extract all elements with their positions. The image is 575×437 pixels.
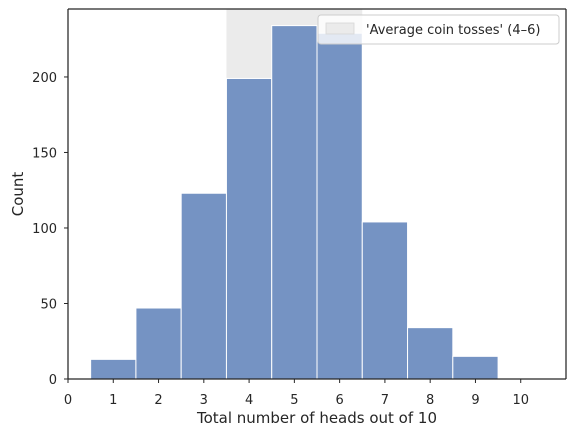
y-tick-labels: 0 50 100 150 200: [32, 71, 68, 388]
y-tick-label-0: 0: [49, 373, 57, 388]
y-tick-label-200: 200: [32, 71, 57, 86]
bar-7: [361, 221, 409, 380]
x-tick-labels: 0 1 2 3 4 5 6 7 8 9 10: [64, 379, 529, 408]
bar-4: [225, 77, 273, 380]
y-tick-label-50: 50: [40, 297, 57, 312]
legend-label-span: 'Average coin tosses' (4–6): [366, 23, 540, 38]
bar-2: [135, 307, 182, 380]
x-tick-label-2: 2: [154, 393, 162, 408]
legend-swatch-span: [325, 22, 355, 35]
bar-1: [90, 358, 137, 380]
legend: 'Average coin tosses' (4–6): [317, 14, 560, 45]
bar-6: [316, 32, 363, 380]
axes-frame: [67, 8, 567, 380]
x-tick-label-10: 10: [512, 393, 529, 408]
legend-box: [317, 14, 560, 45]
x-tick-label-7: 7: [381, 393, 389, 408]
x-tick-label-6: 6: [335, 393, 343, 408]
y-tick-label-150: 150: [32, 146, 57, 161]
x-tick-label-1: 1: [109, 393, 117, 408]
y-axis-title: Count: [9, 172, 27, 217]
y-tick-label-100: 100: [32, 222, 57, 237]
x-tick-label-9: 9: [471, 393, 479, 408]
bar-5: [271, 25, 318, 380]
bar-9: [452, 355, 499, 380]
x-tick-label-4: 4: [245, 393, 253, 408]
x-tick-label-8: 8: [426, 393, 434, 408]
bars-layer: [90, 25, 499, 380]
bar-3: [180, 192, 227, 380]
x-tick-label-0: 0: [64, 393, 72, 408]
x-tick-label-3: 3: [200, 393, 208, 408]
bar-8: [407, 327, 454, 380]
x-axis-title: Total number of heads out of 10: [196, 409, 437, 427]
x-tick-label-5: 5: [290, 393, 298, 408]
